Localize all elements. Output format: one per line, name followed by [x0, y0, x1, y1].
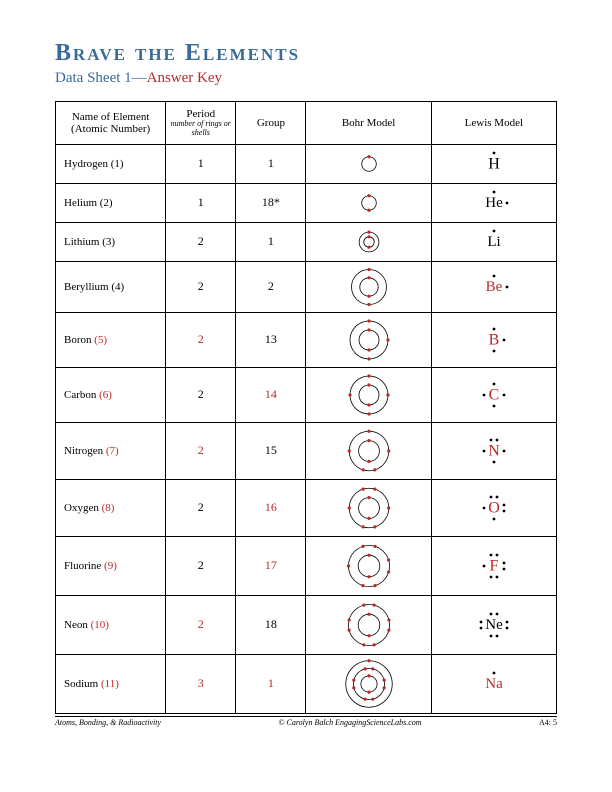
lewis-model: Li [431, 222, 556, 261]
column-header: Lewis Model [431, 102, 556, 145]
table-row: Oxygen (8)216 O [56, 479, 557, 536]
footer-left: Atoms, Bonding, & Radioactivity [55, 718, 161, 727]
svg-text:C: C [489, 386, 500, 403]
period-cell: 1 [166, 183, 236, 222]
svg-text:B: B [489, 331, 500, 348]
svg-text:Na: Na [485, 676, 503, 692]
group-cell: 2 [236, 261, 306, 312]
element-name: Helium (2) [56, 183, 166, 222]
bohr-model [306, 261, 431, 312]
table-row: Beryllium (4)22Be [56, 261, 557, 312]
table-row: Neon (10)218 Ne [56, 595, 557, 654]
column-header: Group [236, 102, 306, 145]
bohr-model [306, 183, 431, 222]
footer-right: A4: 5 [539, 718, 557, 727]
bohr-model [306, 144, 431, 183]
element-name: Fluorine (9) [56, 536, 166, 595]
element-name: Lithium (3) [56, 222, 166, 261]
bohr-model [306, 479, 431, 536]
table-row: Helium (2)118* He [56, 183, 557, 222]
element-name: Sodium (11) [56, 654, 166, 713]
table-row: Carbon (6)214 C [56, 367, 557, 422]
group-cell: 13 [236, 312, 306, 367]
svg-text:Li: Li [487, 234, 500, 250]
column-header: Periodnumber of rings or shells [166, 102, 236, 145]
lewis-model: N [431, 422, 556, 479]
element-name: Oxygen (8) [56, 479, 166, 536]
group-cell: 1 [236, 144, 306, 183]
table-row: Fluorine (9)217 F [56, 536, 557, 595]
group-cell: 14 [236, 367, 306, 422]
lewis-model: Ne [431, 595, 556, 654]
group-cell: 16 [236, 479, 306, 536]
subtitle-b: Answer Key [147, 70, 222, 86]
element-name: Carbon (6) [56, 367, 166, 422]
table-header-row: Name of Element(Atomic Number)Periodnumb… [56, 102, 557, 145]
subtitle: Data Sheet 1—Answer Key [55, 69, 557, 87]
element-name: Hydrogen (1) [56, 144, 166, 183]
page-title: Brave the Elements [55, 40, 557, 67]
svg-text:H: H [488, 155, 500, 172]
table-row: Hydrogen (1)11H [56, 144, 557, 183]
period-cell: 2 [166, 312, 236, 367]
lewis-model: He [431, 183, 556, 222]
subtitle-a: Data Sheet 1— [55, 70, 147, 86]
lewis-model: Be [431, 261, 556, 312]
group-cell: 1 [236, 222, 306, 261]
group-cell: 1 [236, 654, 306, 713]
group-cell: 15 [236, 422, 306, 479]
elements-table: Name of Element(Atomic Number)Periodnumb… [55, 101, 557, 714]
period-cell: 2 [166, 422, 236, 479]
bohr-model [306, 312, 431, 367]
lewis-model: O [431, 479, 556, 536]
element-name: Neon (10) [56, 595, 166, 654]
element-name: Nitrogen (7) [56, 422, 166, 479]
element-name: Beryllium (4) [56, 261, 166, 312]
bohr-model [306, 654, 431, 713]
period-cell: 2 [166, 479, 236, 536]
period-cell: 2 [166, 367, 236, 422]
bohr-model [306, 222, 431, 261]
column-header: Bohr Model [306, 102, 431, 145]
lewis-model: F [431, 536, 556, 595]
period-cell: 2 [166, 222, 236, 261]
period-cell: 3 [166, 654, 236, 713]
group-cell: 17 [236, 536, 306, 595]
period-cell: 2 [166, 536, 236, 595]
column-header: Name of Element(Atomic Number) [56, 102, 166, 145]
group-cell: 18* [236, 183, 306, 222]
lewis-model: C [431, 367, 556, 422]
lewis-model: Na [431, 654, 556, 713]
svg-text:He: He [485, 195, 503, 211]
table-row: Lithium (3)21 Li [56, 222, 557, 261]
svg-text:N: N [488, 442, 500, 459]
svg-text:Be: Be [486, 279, 503, 295]
bohr-model [306, 367, 431, 422]
period-cell: 2 [166, 595, 236, 654]
page-footer: Atoms, Bonding, & Radioactivity © Caroly… [55, 716, 557, 727]
period-cell: 1 [166, 144, 236, 183]
bohr-model [306, 422, 431, 479]
svg-text:Ne: Ne [485, 617, 503, 633]
svg-text:F: F [489, 557, 498, 574]
footer-mid: © Carolyn Balch EngagingScienceLabs.com [278, 718, 421, 727]
bohr-model [306, 595, 431, 654]
table-row: Nitrogen (7)215 N [56, 422, 557, 479]
bohr-model [306, 536, 431, 595]
lewis-model: B [431, 312, 556, 367]
period-cell: 2 [166, 261, 236, 312]
element-name: Boron (5) [56, 312, 166, 367]
table-row: Sodium (11)31 Na [56, 654, 557, 713]
group-cell: 18 [236, 595, 306, 654]
svg-text:O: O [488, 499, 500, 516]
lewis-model: H [431, 144, 556, 183]
table-row: Boron (5)213 B [56, 312, 557, 367]
